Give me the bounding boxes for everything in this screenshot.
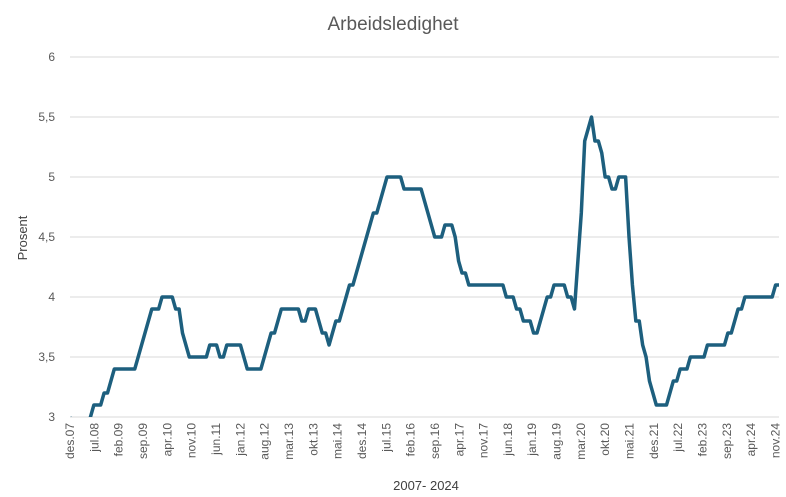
x-tick-label: sep.09 [136,423,150,459]
x-tick-label: des.21 [647,423,661,459]
x-tick-label: des.14 [355,423,369,459]
chart-title: Arbeidsledighet [328,14,460,35]
x-tick-label: nov.10 [185,423,199,458]
x-tick-label: aug.12 [258,423,272,460]
x-tick-label: jan.12 [233,423,247,457]
x-tick-label: des.07 [63,423,77,459]
x-tick-label: nov.17 [477,423,491,458]
x-tick-label: apr.10 [160,423,174,457]
y-axis-ticks: 3 3,5 4 4,5 5 5,5 6 [38,50,55,424]
y-tick-label: 5 [48,170,55,184]
y-tick-label: 4 [48,290,55,304]
x-tick-label: okt.20 [598,423,612,456]
y-tick-label: 3 [48,410,55,424]
x-tick-label: mai.21 [623,423,637,459]
x-tick-label: apr.24 [744,423,758,457]
x-tick-label: okt.13 [306,423,320,456]
gridlines [70,56,779,418]
x-tick-label: jul.08 [87,423,101,453]
x-axis-ticks: des.07 jul.08 feb.09 sep.09 apr.10 nov.10 jun.… [63,423,783,460]
x-tick-label: mar.13 [282,423,296,460]
y-tick-label: 6 [48,50,55,64]
x-axis-label: 2007- 2024 [393,478,459,493]
y-tick-label: 3,5 [38,350,55,364]
x-tick-label: jul.15 [379,423,393,453]
x-tick-label: mar.20 [574,423,588,460]
x-tick-label: mai.14 [331,423,345,459]
x-tick-label: nov.24 [769,423,783,458]
x-tick-label: feb.23 [696,423,710,457]
x-tick-label: feb.09 [112,423,126,457]
y-tick-label: 5,5 [38,110,55,124]
series-line [70,115,779,417]
x-tick-label: apr.17 [452,423,466,457]
x-tick-label: jun.11 [209,423,223,456]
x-tick-label: sep.16 [428,423,442,459]
x-tick-label: feb.16 [404,423,418,457]
x-tick-label: jul.22 [671,423,685,453]
y-tick-label: 4,5 [38,230,55,244]
x-tick-label: aug.19 [550,423,564,460]
x-tick-label: jan.19 [525,423,539,457]
x-tick-label: sep.23 [720,423,734,459]
series-layer [70,115,779,417]
y-axis-label: Prosent [15,215,30,260]
x-tick-label: jun.18 [501,423,515,457]
